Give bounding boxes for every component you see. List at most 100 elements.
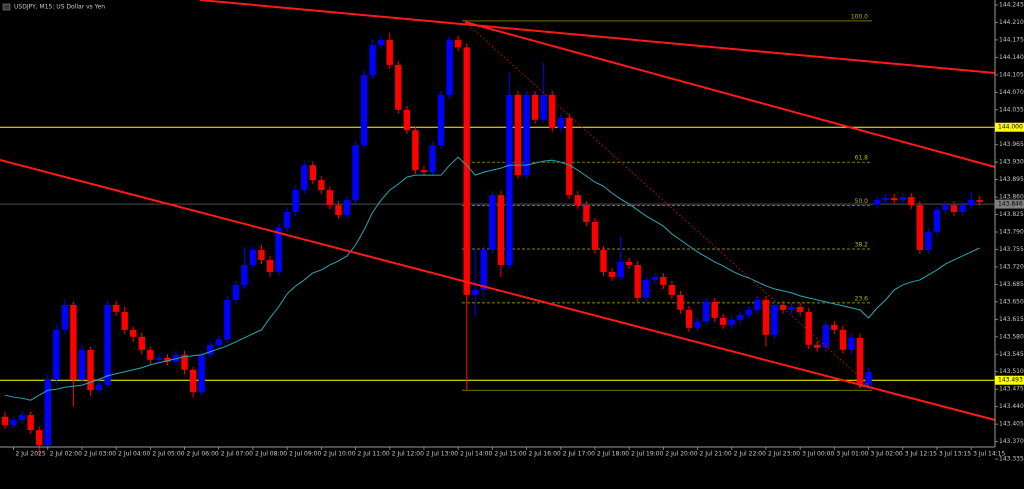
- drawings: [0, 0, 996, 421]
- candle-body: [514, 94, 522, 176]
- x-tick-label: 3 Jul 01:00: [836, 451, 868, 458]
- candle-body: [839, 329, 847, 350]
- candle-body: [403, 109, 411, 131]
- candle-body: [369, 44, 376, 75]
- candle-body: [617, 261, 624, 277]
- candle-body: [429, 145, 436, 173]
- y-tick-label: 143.510: [999, 368, 1024, 375]
- x-tick-label: 2 Jul 2025: [16, 451, 46, 458]
- candle-body: [395, 64, 402, 110]
- candle-body: [360, 74, 368, 146]
- candle-body: [497, 195, 505, 265]
- candle-body: [574, 195, 582, 206]
- y-tick-label: 143.825: [999, 211, 1024, 218]
- price-tag: [995, 375, 1024, 385]
- y-tick-label: 144.070: [999, 89, 1024, 96]
- candle-body: [668, 284, 676, 295]
- candle-body: [1, 416, 9, 426]
- candle-body: [737, 314, 744, 320]
- y-tick-label: 144.245: [999, 1, 1024, 8]
- candle-body: [702, 301, 710, 322]
- x-tick-label: 2 Jul 21:00: [700, 451, 732, 458]
- candle-body: [44, 379, 51, 446]
- candle-body: [181, 354, 188, 370]
- x-tick-label: 3 Jul 14:15: [973, 451, 1005, 458]
- candle-body: [198, 354, 205, 393]
- candle-body: [822, 324, 829, 348]
- candle-body: [343, 200, 351, 216]
- x-tick-label: 3 Jul 13:15: [939, 451, 971, 458]
- candle-body: [437, 94, 445, 146]
- candle-body: [335, 205, 342, 216]
- y-tick-label: 144.210: [999, 19, 1024, 26]
- candle-body: [908, 197, 915, 206]
- candle-body: [711, 301, 718, 318]
- candle-body: [446, 39, 453, 95]
- y-tick-label: 143.965: [999, 141, 1024, 148]
- y-tick-label: 143.370: [999, 438, 1024, 445]
- moving-average-line: [4, 156, 980, 401]
- candle-body: [634, 264, 641, 298]
- candle-body: [53, 329, 60, 380]
- candle-body: [608, 271, 616, 277]
- y-tick-label: 143.335: [999, 456, 1024, 463]
- candle-body: [352, 145, 359, 201]
- candle-body: [10, 420, 17, 426]
- price-tag: [995, 199, 1024, 209]
- x-tick-label: 2 Jul 20:00: [665, 451, 697, 458]
- candle-body: [95, 384, 103, 391]
- candle-body: [933, 210, 941, 233]
- x-tick-label: 2 Jul 18:00: [597, 451, 629, 458]
- candle-body: [70, 304, 77, 380]
- candle-body: [694, 321, 701, 328]
- candle-body: [87, 349, 94, 391]
- fib-level-label: 23.6: [855, 295, 869, 302]
- candle-body: [728, 319, 735, 325]
- x-tick-label: 2 Jul 04:00: [118, 451, 150, 458]
- candle-body: [557, 117, 564, 129]
- candle-body: [215, 339, 222, 345]
- x-tick-label: 2 Jul 07:00: [221, 451, 253, 458]
- y-tick-label: 143.685: [999, 281, 1024, 288]
- candle-body: [805, 311, 812, 345]
- x-tick-label: 2 Jul 19:00: [631, 451, 663, 458]
- candle-body: [925, 232, 932, 250]
- candle-body: [189, 369, 197, 393]
- y-tick-label: 143.790: [999, 229, 1024, 236]
- candle-body: [583, 205, 590, 223]
- x-tick-label: 2 Jul 23:00: [768, 451, 800, 458]
- fib-level-label: 38.2: [855, 241, 869, 248]
- candle-body: [899, 197, 906, 201]
- y-tick-label: 143.650: [999, 298, 1024, 305]
- plot-layer: [1, 32, 983, 455]
- x-tick-label: 2 Jul 06:00: [187, 451, 219, 458]
- candle-body: [36, 430, 43, 446]
- x-tick-label: 2 Jul 22:00: [734, 451, 766, 458]
- candle-body: [788, 306, 795, 310]
- symbol-icon: [2, 3, 11, 11]
- candle-body: [241, 264, 248, 285]
- candle-body: [283, 212, 291, 229]
- y-tick-label: 144.035: [999, 106, 1024, 113]
- price-tag: [995, 122, 1024, 132]
- x-tick-label: 3 Jul 02:00: [871, 451, 903, 458]
- candle-body: [258, 249, 265, 260]
- candle-body: [720, 317, 727, 325]
- y-tick-label: 144.175: [999, 36, 1024, 43]
- candle-body: [865, 371, 872, 385]
- candle-body: [121, 311, 128, 330]
- candle-body: [625, 261, 633, 265]
- price-tag-label: 143.493: [998, 377, 1023, 384]
- candle-body: [549, 94, 556, 129]
- candle-body: [531, 94, 539, 120]
- x-tick-label: 3 Jul 00:00: [802, 451, 834, 458]
- candle-body: [506, 94, 513, 265]
- y-tick-label: 143.440: [999, 403, 1024, 410]
- candle-body: [463, 47, 470, 295]
- candle-body: [754, 299, 761, 310]
- x-tick-label: 2 Jul 13:00: [426, 451, 458, 458]
- candle-body: [249, 249, 257, 265]
- y-tick-label: 143.930: [999, 159, 1024, 166]
